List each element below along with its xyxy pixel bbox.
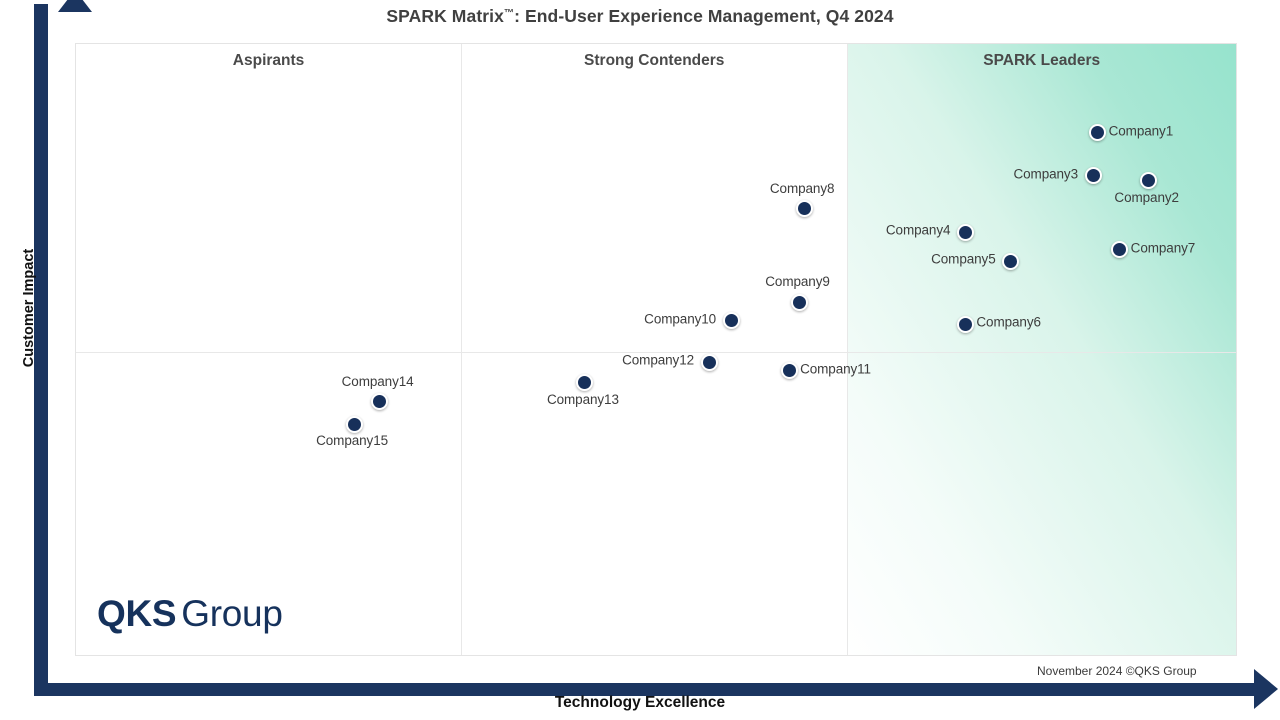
data-point-label-company7: Company7: [1130, 240, 1196, 256]
x-axis-bar: [34, 669, 1278, 709]
y-axis-label: Customer Impact: [21, 248, 37, 368]
page-title-rest: : End-User Experience Management, Q4 202…: [514, 6, 894, 26]
data-point-label-company13: Company13: [546, 391, 619, 407]
data-point-label-company15: Company15: [316, 433, 389, 449]
x-axis-label: Technology Excellence: [554, 694, 726, 711]
logo-group-text: Group: [181, 593, 283, 634]
copyright-note: November 2024 ©QKS Group: [1037, 664, 1197, 678]
data-point-company11[interactable]: [780, 362, 798, 380]
quadrant-divider-horizontal-1: [76, 351, 1236, 353]
data-point-company15[interactable]: [345, 415, 363, 433]
data-point-label-company3: Company3: [1013, 166, 1079, 182]
logo-qks-text: QKS: [97, 593, 177, 634]
quadrant-header-spark-leaders: SPARK Leaders: [983, 52, 1101, 69]
data-point-company9[interactable]: [791, 293, 809, 311]
data-point-company5[interactable]: [1002, 252, 1020, 270]
data-point-label-company9: Company9: [765, 274, 830, 290]
quadrant-divider-vertical-2: [847, 44, 849, 655]
data-point-label-company14: Company14: [341, 373, 414, 389]
data-point-company6[interactable]: [956, 315, 974, 333]
data-point-company12[interactable]: [700, 353, 718, 371]
data-point-label-company6: Company6: [976, 314, 1041, 330]
data-point-company14[interactable]: [371, 393, 389, 411]
data-point-company1[interactable]: [1089, 124, 1107, 142]
data-point-company10[interactable]: [722, 312, 740, 330]
data-point-company8[interactable]: [795, 200, 813, 218]
quadrant-header-aspirants: Aspirants: [232, 52, 305, 69]
qks-group-logo: QKS Group: [97, 593, 283, 635]
y-axis-bar: [34, 0, 92, 690]
data-point-label-company11: Company11: [800, 361, 871, 377]
data-point-label-company8: Company8: [769, 180, 835, 196]
data-point-company3[interactable]: [1084, 167, 1102, 185]
data-point-label-company10: Company10: [644, 311, 717, 327]
x-axis-arrow-icon: [1254, 669, 1278, 709]
page-title-main: SPARK Matrix: [386, 6, 504, 26]
data-point-label-company5: Company5: [931, 251, 996, 267]
data-point-label-company1: Company1: [1108, 123, 1174, 139]
data-point-company13[interactable]: [576, 374, 594, 392]
spark-matrix-plot-area: Aspirants Strong Contenders SPARK Leaders …: [75, 43, 1237, 656]
page-title: SPARK Matrix™: End-User Experience Manag…: [0, 6, 1280, 27]
data-point-company2[interactable]: [1140, 172, 1158, 190]
trademark-symbol: ™: [503, 8, 515, 19]
data-point-label-company2: Company2: [1114, 189, 1179, 205]
quadrant-header-strong-contenders: Strong Contenders: [584, 52, 725, 69]
quadrant-divider-vertical-1: [461, 44, 463, 655]
data-point-label-company4: Company4: [885, 222, 951, 238]
data-point-company4[interactable]: [956, 223, 974, 241]
data-point-company7[interactable]: [1111, 241, 1129, 259]
data-point-label-company12: Company12: [622, 352, 695, 368]
y-axis-arrow-icon: [58, 0, 92, 12]
spark-leaders-shading: [848, 44, 1236, 655]
